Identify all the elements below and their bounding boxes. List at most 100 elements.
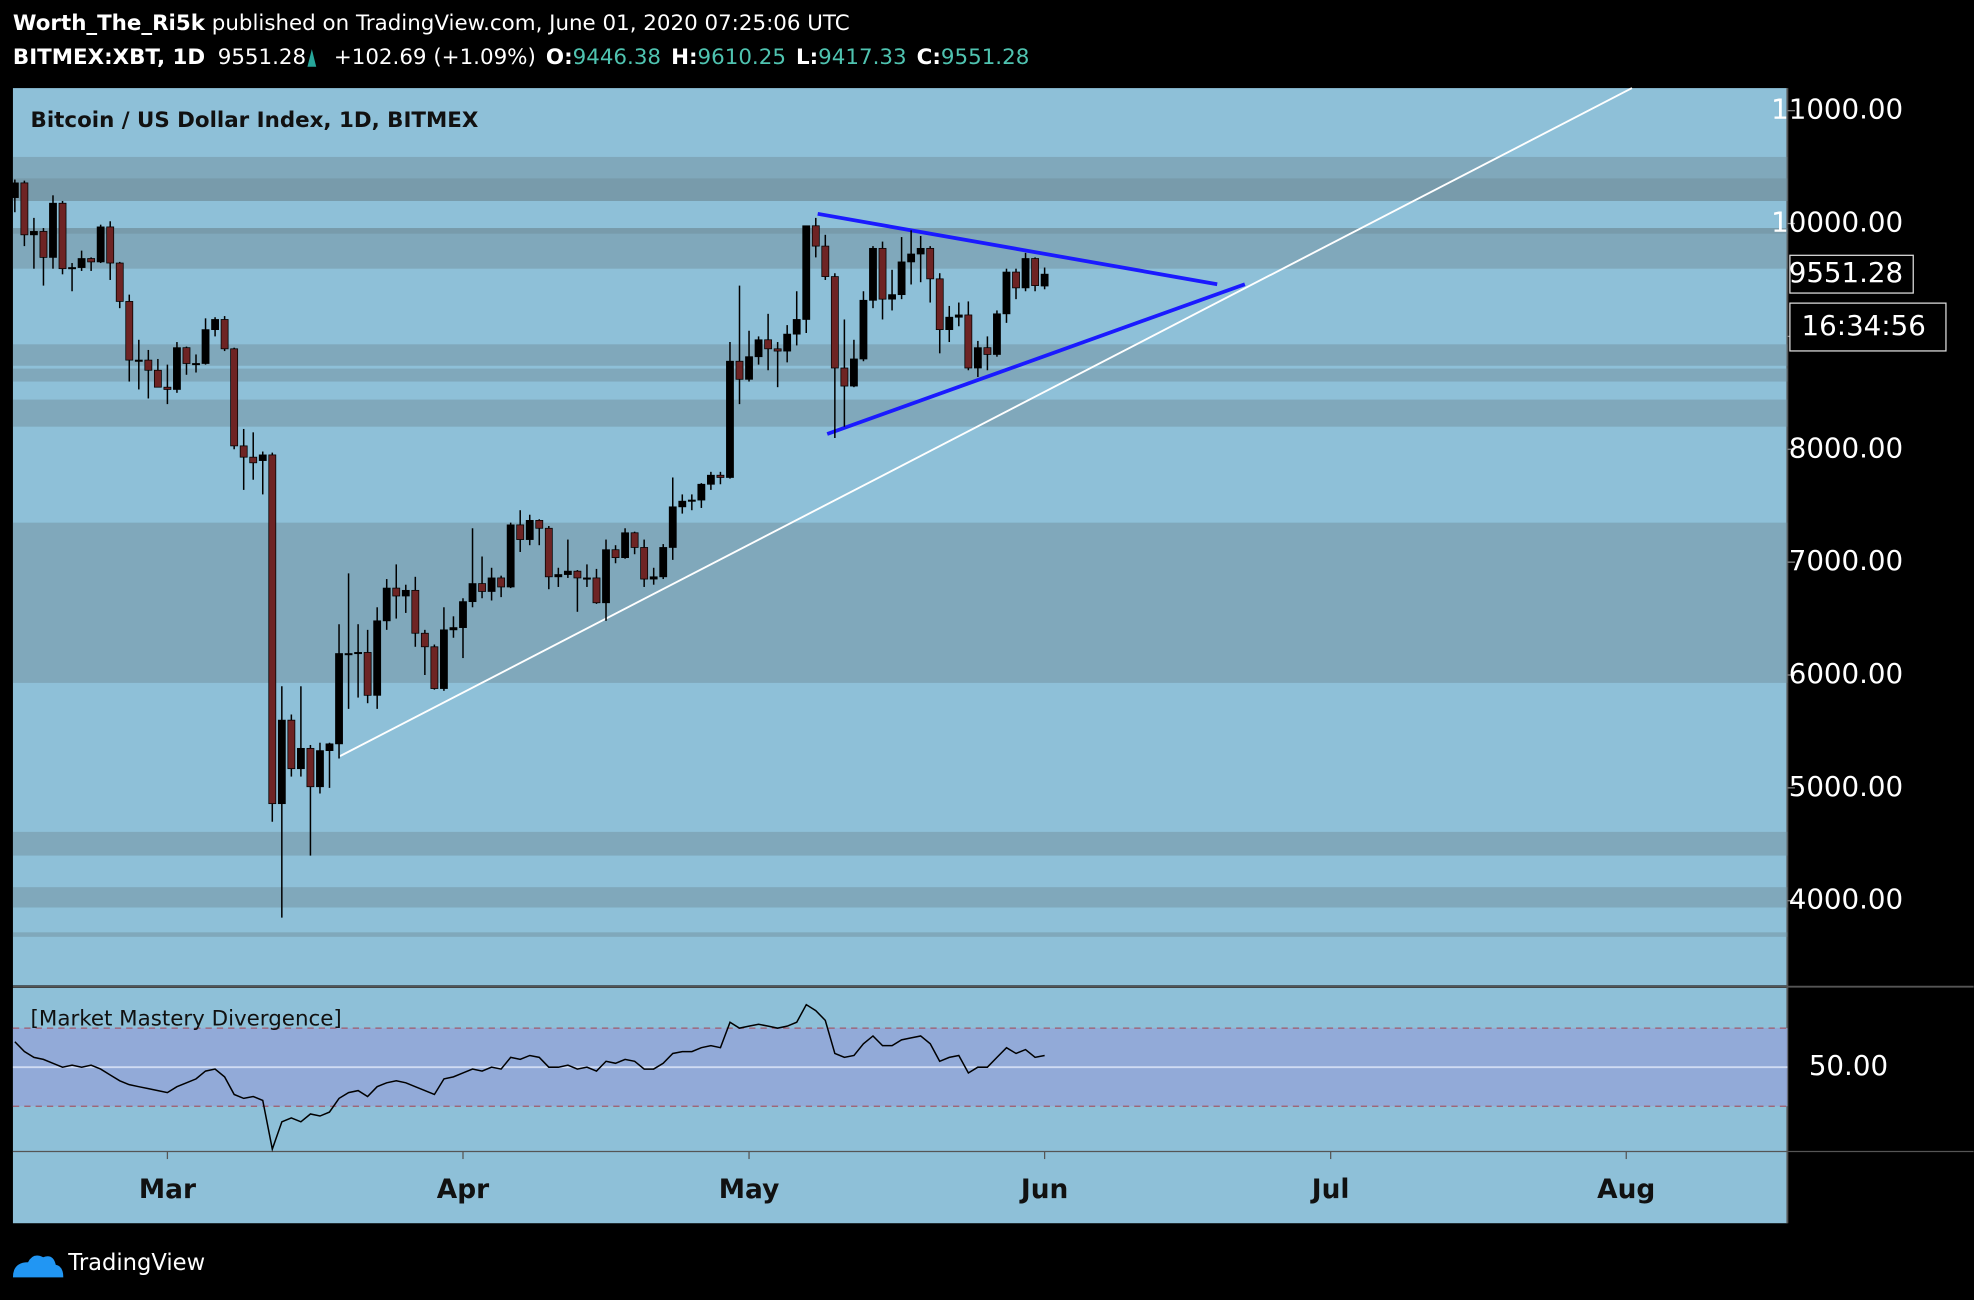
h-label: H: xyxy=(671,45,697,70)
candle-body xyxy=(1040,273,1049,287)
candle-body xyxy=(811,225,820,247)
candle-body xyxy=(973,347,982,369)
y-tick-label: 5000.00 xyxy=(1789,770,1903,803)
candle-body xyxy=(611,549,620,558)
candle-body xyxy=(10,182,19,198)
zone xyxy=(12,228,1788,234)
candle-body xyxy=(554,574,563,578)
candle-body xyxy=(68,267,76,270)
candle-body xyxy=(792,319,801,335)
candle-body xyxy=(621,532,629,558)
change: +102.69 (+1.09%) xyxy=(334,45,536,70)
candle-body xyxy=(430,646,439,689)
brand: TradingView xyxy=(67,1250,205,1276)
candle-body xyxy=(115,262,124,302)
candle-body xyxy=(535,519,544,529)
candle-body xyxy=(296,747,305,770)
candle-body xyxy=(678,500,687,508)
candle-body xyxy=(478,583,486,592)
candle-body xyxy=(706,474,715,485)
c-label: C: xyxy=(917,45,941,70)
candle-body xyxy=(850,358,858,387)
candle-body xyxy=(287,719,296,770)
candle-body xyxy=(563,570,572,575)
published: published on TradingView.com, June 01, 2… xyxy=(212,11,850,36)
candle-body xyxy=(373,620,382,696)
candle-body xyxy=(878,247,887,300)
candle-body xyxy=(602,549,610,604)
price-pane xyxy=(12,88,1788,986)
candle-body xyxy=(96,226,105,263)
candle-body xyxy=(649,576,658,580)
candle-body xyxy=(487,577,496,592)
indicator-title: [Market Mastery Divergence] xyxy=(31,1006,342,1031)
zone xyxy=(12,831,1788,856)
candle-body xyxy=(316,750,324,788)
candle-body xyxy=(716,474,725,478)
candle-body xyxy=(363,652,372,696)
candle-body xyxy=(87,258,96,263)
candle-body xyxy=(525,519,534,540)
candle-body xyxy=(964,314,973,369)
symbol: BITMEX:XBT, 1D xyxy=(13,45,205,70)
o-label: O: xyxy=(546,45,573,70)
candle-body xyxy=(249,456,258,464)
up-arrow xyxy=(307,49,317,67)
candle-body xyxy=(573,570,582,579)
candle-body xyxy=(182,347,191,364)
candle-body xyxy=(840,367,849,387)
x-tick-label: Mar xyxy=(139,1174,196,1205)
candle-body xyxy=(830,276,839,369)
candle-body xyxy=(335,653,343,745)
candle-body xyxy=(277,719,286,805)
candle-body xyxy=(726,360,734,478)
candle-body xyxy=(211,319,219,331)
candle-body xyxy=(401,589,410,597)
candle-body xyxy=(659,547,668,578)
candle-body xyxy=(354,652,363,655)
candle-body xyxy=(420,632,429,648)
last-price-box xyxy=(1789,254,1914,294)
x-tick-label: Apr xyxy=(437,1174,489,1205)
zone xyxy=(12,932,1788,937)
candle-body xyxy=(201,329,210,364)
candle-body xyxy=(134,359,143,362)
zone xyxy=(12,156,1788,201)
candle-body xyxy=(802,225,811,320)
zone xyxy=(12,887,1788,908)
y-tick-label: 10000.00 xyxy=(1771,206,1903,239)
candle-body xyxy=(449,627,458,631)
candle-body xyxy=(821,245,830,277)
candle-body xyxy=(773,348,782,352)
candle-body xyxy=(239,445,248,458)
candle-body xyxy=(745,356,753,380)
candle-body xyxy=(20,182,29,236)
candle-body xyxy=(754,339,763,358)
candle-body xyxy=(926,247,935,280)
candle-body xyxy=(163,386,172,390)
x-tick-label: Jul xyxy=(1310,1174,1350,1205)
candle-body xyxy=(859,299,868,360)
time-axis xyxy=(12,1151,1788,1224)
y-tick-label: 6000.00 xyxy=(1789,657,1903,690)
candle-body xyxy=(640,547,649,580)
candle-body xyxy=(77,258,86,268)
candle-body xyxy=(697,483,706,501)
candle-body xyxy=(230,348,239,447)
candle-body xyxy=(106,226,115,264)
candle-body xyxy=(125,301,134,361)
last: 9551.28 xyxy=(218,45,306,70)
candle-body xyxy=(907,253,916,263)
x-tick-label: Jun xyxy=(1019,1174,1068,1205)
candle-body xyxy=(1021,258,1030,289)
candle-body xyxy=(916,247,925,255)
zone xyxy=(12,399,1788,427)
l-label: L: xyxy=(796,45,818,70)
candle-body xyxy=(440,629,448,689)
countdown: 16:34:56 xyxy=(1802,309,1926,342)
publish-line: Worth_The_Ri5k published on TradingView.… xyxy=(13,11,850,36)
o-value: 9446.38 xyxy=(573,45,661,70)
candle-body xyxy=(39,231,48,258)
